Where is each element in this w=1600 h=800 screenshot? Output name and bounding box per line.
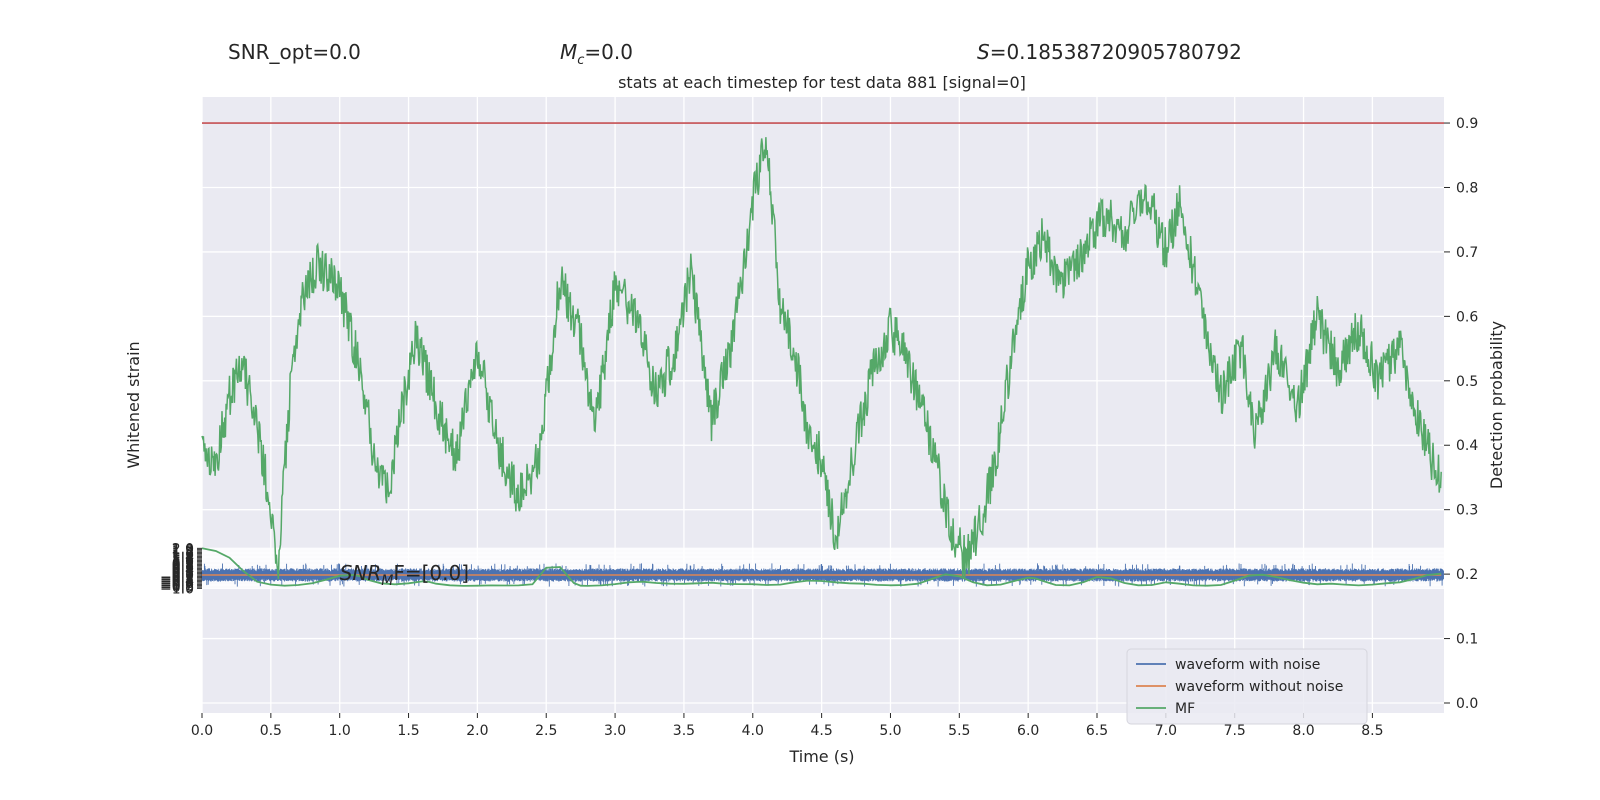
chirp-mass-label: Mc=0.0: [560, 40, 633, 68]
y-right-tick-label: 0.0: [1456, 696, 1478, 712]
y-left-tick-label: −1.0: [160, 581, 194, 597]
x-tick-label: 1.0: [329, 723, 351, 739]
y-right-tick-label: 0.8: [1456, 180, 1478, 196]
x-tick-label: 0.0: [191, 723, 213, 739]
y-left-tick-label: 0.8: [172, 557, 194, 573]
x-tick-label: 4.5: [810, 723, 832, 739]
y-left-tick-label: −0.7: [160, 577, 194, 593]
s-value-label: S=0.18538720905780792: [977, 40, 1242, 64]
y-right-axis-ticks: 0.0 0.1 0.2 0.3 0.4 0.5 0.6 0.7 0.8 0.9: [1444, 116, 1478, 712]
y-left-tick-label: 1.5: [172, 548, 194, 564]
plot-area: [202, 97, 1444, 713]
y-left-axis-ticks: −1.0−0.9−0.8−0.7−0.6−0.5−0.4−0.3−0.2−0.1…: [160, 541, 202, 597]
x-tick-label: 2.0: [466, 723, 488, 739]
y-right-tick-label: 0.1: [1456, 632, 1478, 648]
y-right-tick-label: 0.5: [1456, 374, 1478, 390]
y-left-tick-label: −0.4: [160, 573, 194, 589]
y-left-tick-label: 0.3: [172, 564, 194, 580]
x-tick-label: 5.5: [948, 723, 970, 739]
x-tick-label: 3.5: [673, 723, 695, 739]
y-right-tick-label: 0.4: [1456, 438, 1478, 454]
y-left-tick-label: 0.0: [172, 568, 194, 584]
y-right-axis-label: Detection probability: [1487, 321, 1506, 489]
legend-label: MF: [1175, 701, 1195, 717]
y-right-tick-label: 0.2: [1456, 567, 1478, 583]
s-value: =0.18538720905780792: [989, 40, 1242, 64]
y-left-tick-label: −0.3: [160, 572, 194, 588]
y-left-tick-label: 1.2: [172, 552, 194, 568]
snr-opt-label: SNR_opt=0.0: [228, 40, 361, 64]
legend: waveform with noise waveform without nois…: [1126, 648, 1368, 725]
y-right-tick-label: 0.3: [1456, 503, 1478, 519]
legend-label: waveform without noise: [1175, 679, 1343, 695]
y-left-tick-label: 2.0: [172, 541, 194, 557]
s-symbol: S: [977, 40, 990, 64]
x-tick-label: 2.5: [535, 723, 557, 739]
y-left-tick-label: −0.5: [160, 575, 194, 591]
y-left-tick-label: 1.3: [172, 551, 194, 567]
legend-box: [1126, 648, 1368, 725]
x-tick-label: 6.5: [1086, 723, 1108, 739]
x-tick-label: 7.0: [1155, 723, 1177, 739]
y-right-tick-label: 0.7: [1456, 245, 1478, 261]
series-detection-probability: [201, 137, 1442, 580]
y-left-tick-label: 0.1: [172, 567, 194, 583]
y-left-tick-label: 0.5: [172, 561, 194, 577]
chirp-mass-symbol: M: [560, 40, 578, 64]
x-tick-label: 5.0: [879, 723, 901, 739]
y-left-tick-label: −0.6: [160, 576, 194, 592]
x-tick-label: 1.5: [397, 723, 419, 739]
y-left-tick-label: −0.1: [160, 569, 194, 585]
y-left-tick-label: 0.2: [172, 565, 194, 581]
x-tick-label: 0.5: [260, 723, 282, 739]
series-mf: [201, 547, 1442, 587]
y-left-tick-label: −0.2: [160, 571, 194, 587]
y-right-tick-label: 0.6: [1456, 309, 1478, 325]
y-left-tick-label: 1.7: [172, 545, 194, 561]
y-right-tick-label: 0.9: [1456, 116, 1478, 132]
x-axis-label: Time (s): [788, 747, 854, 766]
x-tick-label: 3.0: [604, 723, 626, 739]
x-tick-label: 8.0: [1292, 723, 1314, 739]
y-left-tick-label: 1.4: [172, 549, 194, 565]
x-tick-label: 4.0: [742, 723, 764, 739]
legend-label: waveform with noise: [1175, 657, 1320, 673]
y-left-tick-label: −0.8: [160, 579, 194, 595]
x-tick-label: 8.5: [1361, 723, 1383, 739]
y-left-tick-label: 1.6: [172, 547, 194, 563]
chirp-mass-subscript: c: [577, 53, 585, 68]
y-left-axis-label: Whitened strain: [124, 341, 143, 468]
probability-line: [201, 137, 1442, 580]
x-tick-label: 7.5: [1224, 723, 1246, 739]
y-left-tick-label: −0.9: [160, 580, 194, 596]
mf-line: [201, 547, 1442, 587]
x-tick-label: 6.0: [1017, 723, 1039, 739]
y-left-tick-label: 1.1: [172, 553, 194, 569]
y-left-tick-label: 0.7: [172, 559, 194, 575]
snr-mf-annotation: SNRMF=[0.0]: [340, 561, 469, 589]
chirp-mass-value: =0.0: [584, 40, 633, 64]
y-left-tick-label: 1.8: [172, 544, 194, 560]
snr-mf-text: SNRMF=[0.0]: [340, 561, 469, 589]
y-left-tick-label: 0.6: [172, 560, 194, 576]
y-left-tick-label: 0.4: [172, 563, 194, 579]
chart-title: stats at each timestep for test data 881…: [618, 73, 1026, 92]
y-left-tick-label: 0.9: [172, 556, 194, 572]
y-left-tick-label: 1.0: [172, 555, 194, 571]
y-left-tick-label: 1.9: [172, 543, 194, 559]
